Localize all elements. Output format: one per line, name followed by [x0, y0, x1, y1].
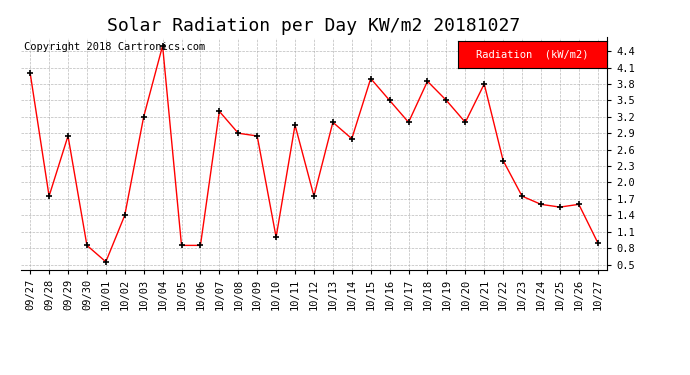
Title: Solar Radiation per Day KW/m2 20181027: Solar Radiation per Day KW/m2 20181027 [108, 16, 520, 34]
Text: Copyright 2018 Cartronics.com: Copyright 2018 Cartronics.com [23, 42, 205, 52]
